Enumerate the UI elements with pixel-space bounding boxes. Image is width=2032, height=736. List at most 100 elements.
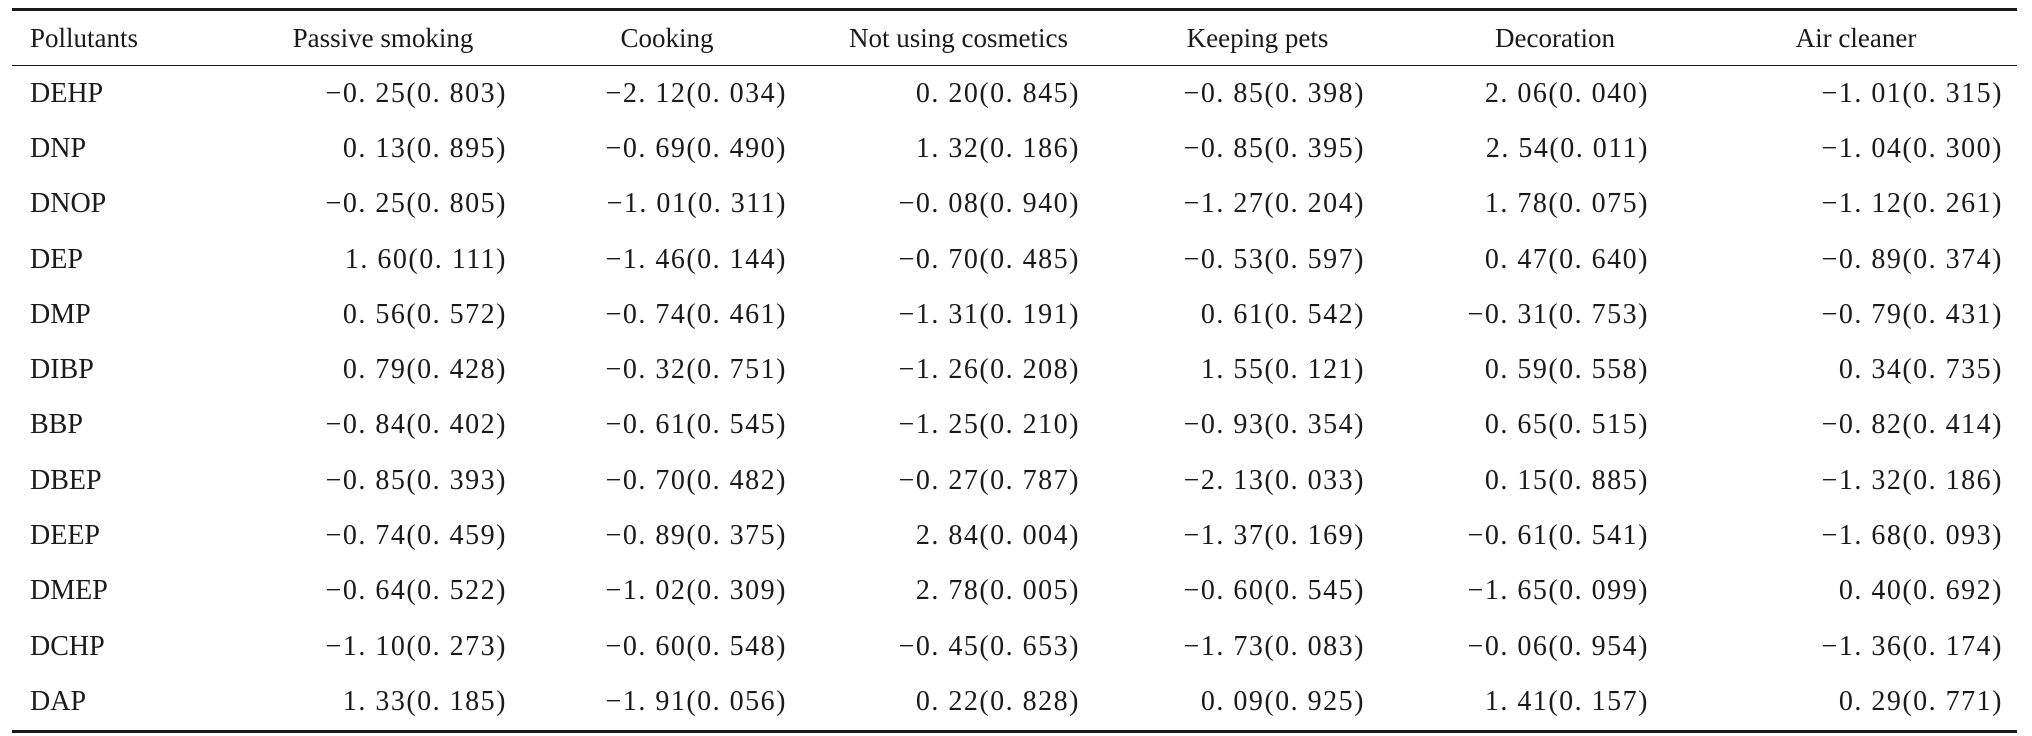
table-row: BBP −0. 84(0. 402) −0. 61(0. 545) −1. 25(0.… — [12, 398, 2017, 453]
air-cleaner-value: −1. 12(0. 261) — [1821, 188, 2003, 220]
not-using-cosmetics-value: 0. 20(0. 845) — [915, 77, 1080, 109]
air-cleaner-value: −0. 82(0. 414) — [1821, 409, 2003, 441]
cooking-value: −0. 74(0. 461) — [605, 298, 787, 330]
header-pollutants: Pollutants — [30, 22, 139, 53]
passive-smoking-value: −0. 25(0. 803) — [325, 77, 507, 109]
not-using-cosmetics-value: −1. 25(0. 210) — [898, 409, 1080, 441]
header-decoration: Decoration — [1495, 22, 1615, 53]
table-row: DMEP −0. 64(0. 522) −1. 02(0. 309) 2. 78(0.… — [12, 564, 2017, 619]
passive-smoking-value: −0. 85(0. 393) — [325, 464, 507, 496]
cooking-value: −0. 60(0. 548) — [605, 630, 787, 662]
passive-smoking-value: 1. 60(0. 111) — [344, 243, 507, 275]
header-cooking: Cooking — [620, 22, 714, 53]
passive-smoking-value: −0. 25(0. 805) — [325, 188, 507, 220]
decoration-value: −1. 65(0. 099) — [1467, 575, 1649, 607]
cooking-value: −2. 12(0. 034) — [605, 77, 787, 109]
header-keeping-pets: Keeping pets — [1186, 22, 1329, 53]
keeping-pets-value: −2. 13(0. 033) — [1183, 464, 1365, 496]
cooking-value: −1. 46(0. 144) — [605, 243, 787, 275]
decoration-value: 0. 15(0. 885) — [1484, 464, 1649, 496]
keeping-pets-value: −0. 85(0. 398) — [1183, 77, 1365, 109]
passive-smoking-value: 1. 33(0. 185) — [342, 685, 507, 717]
table-row: DNOP −0. 25(0. 805) −1. 01(0. 311) −0. 08(0… — [12, 177, 2017, 232]
not-using-cosmetics-value: −1. 26(0. 208) — [898, 354, 1080, 386]
table-row: DCHP −1. 10(0. 273) −0. 60(0. 548) −0. 45(0… — [12, 619, 2017, 674]
table-row: DMP 0. 56(0. 572) −0. 74(0. 461) −1. 31(0. … — [12, 287, 2017, 342]
cooking-value: −1. 02(0. 309) — [605, 575, 787, 607]
cooking-value: −0. 32(0. 751) — [605, 354, 787, 386]
cooking-value: −0. 61(0. 545) — [605, 409, 787, 441]
pollutant-name: DCHP — [30, 630, 105, 662]
pollutant-name: DMEP — [30, 575, 108, 607]
decoration-value: 1. 41(0. 157) — [1484, 685, 1649, 717]
keeping-pets-value: 0. 61(0. 542) — [1200, 298, 1365, 330]
keeping-pets-value: −0. 85(0. 395) — [1183, 132, 1365, 164]
not-using-cosmetics-value: 0. 22(0. 828) — [915, 685, 1080, 717]
keeping-pets-value: −0. 53(0. 597) — [1183, 243, 1365, 275]
not-using-cosmetics-value: −0. 45(0. 653) — [898, 630, 1080, 662]
header-passive-smoking: Passive smoking — [292, 22, 474, 53]
air-cleaner-value: 0. 29(0. 771) — [1838, 685, 2003, 717]
air-cleaner-value: −1. 04(0. 300) — [1821, 132, 2003, 164]
not-using-cosmetics-value: 2. 84(0. 004) — [915, 520, 1080, 552]
air-cleaner-value: −1. 68(0. 093) — [1821, 520, 2003, 552]
keeping-pets-value: −1. 37(0. 169) — [1183, 520, 1365, 552]
passive-smoking-value: −0. 84(0. 402) — [325, 409, 507, 441]
decoration-value: 2. 06(0. 040) — [1484, 77, 1649, 109]
passive-smoking-value: −1. 10(0. 273) — [325, 630, 507, 662]
passive-smoking-value: −0. 64(0. 522) — [325, 575, 507, 607]
pollutant-name: DAP — [30, 685, 87, 717]
table-row: DIBP 0. 79(0. 428) −0. 32(0. 751) −1. 26(0.… — [12, 342, 2017, 397]
not-using-cosmetics-value: −0. 08(0. 940) — [898, 188, 1080, 220]
passive-smoking-value: −0. 74(0. 459) — [325, 520, 507, 552]
not-using-cosmetics-value: −1. 31(0. 191) — [898, 298, 1080, 330]
decoration-value: 1. 78(0. 075) — [1484, 188, 1649, 220]
decoration-value: −0. 61(0. 541) — [1467, 520, 1649, 552]
pollutant-name: DNP — [30, 132, 87, 164]
table-row: DEEP −0. 74(0. 459) −0. 89(0. 375) 2. 84(0.… — [12, 508, 2017, 563]
cooking-value: −0. 69(0. 490) — [605, 132, 787, 164]
passive-smoking-value: 0. 13(0. 895) — [342, 132, 507, 164]
pollutant-name: DEEP — [30, 520, 100, 552]
pollutant-name: DBEP — [30, 464, 102, 496]
air-cleaner-value: −0. 89(0. 374) — [1821, 243, 2003, 275]
air-cleaner-value: −0. 79(0. 431) — [1821, 298, 2003, 330]
table-row: DNP 0. 13(0. 895) −0. 69(0. 490) 1. 32(0. 1… — [12, 121, 2017, 176]
header-air-cleaner: Air cleaner — [1795, 22, 1917, 53]
not-using-cosmetics-value: −0. 70(0. 485) — [898, 243, 1080, 275]
pollutant-name: DEHP — [30, 77, 104, 109]
keeping-pets-value: −1. 27(0. 204) — [1183, 188, 1365, 220]
cooking-value: −0. 70(0. 482) — [605, 464, 787, 496]
air-cleaner-value: −1. 01(0. 315) — [1821, 77, 2003, 109]
keeping-pets-value: −0. 60(0. 545) — [1183, 575, 1365, 607]
air-cleaner-value: 0. 34(0. 735) — [1838, 354, 2003, 386]
keeping-pets-value: −0. 93(0. 354) — [1183, 409, 1365, 441]
air-cleaner-value: 0. 40(0. 692) — [1838, 575, 2003, 607]
cooking-value: −0. 89(0. 375) — [605, 520, 787, 552]
decoration-value: 0. 65(0. 515) — [1484, 409, 1649, 441]
pollutant-name: DEP — [30, 243, 83, 275]
not-using-cosmetics-value: 2. 78(0. 005) — [915, 575, 1080, 607]
not-using-cosmetics-value: −0. 27(0. 787) — [898, 464, 1080, 496]
keeping-pets-value: 1. 55(0. 121) — [1200, 354, 1365, 386]
data-table-container: Pollutants Passive smoking Cooking Not u… — [12, 8, 2017, 733]
table-row: DAP 1. 33(0. 185) −1. 91(0. 056) 0. 22(0. 8… — [12, 674, 2017, 732]
pollutant-name: DMP — [30, 298, 91, 330]
table-row: DBEP −0. 85(0. 393) −0. 70(0. 482) −0. 27(0… — [12, 453, 2017, 508]
passive-smoking-value: 0. 79(0. 428) — [342, 354, 507, 386]
keeping-pets-value: −1. 73(0. 083) — [1183, 630, 1365, 662]
pollutant-name: BBP — [30, 409, 83, 441]
pollutants-table: Pollutants Passive smoking Cooking Not u… — [12, 8, 2017, 733]
passive-smoking-value: 0. 56(0. 572) — [342, 298, 507, 330]
table-header: Pollutants Passive smoking Cooking Not u… — [12, 9, 2017, 66]
pollutant-name: DNOP — [30, 188, 107, 220]
header-not-using-cosmetics: Not using cosmetics — [849, 22, 1068, 53]
cooking-value: −1. 01(0. 311) — [606, 188, 787, 220]
table-row: DEHP −0. 25(0. 803) −2. 12(0. 034) 0. 20(0.… — [12, 66, 2017, 122]
header-row: Pollutants Passive smoking Cooking Not u… — [12, 9, 2017, 66]
keeping-pets-value: 0. 09(0. 925) — [1200, 685, 1365, 717]
decoration-value: 0. 59(0. 558) — [1484, 354, 1649, 386]
cooking-value: −1. 91(0. 056) — [605, 685, 787, 717]
decoration-value: 2. 54(0. 011) — [1485, 132, 1649, 164]
not-using-cosmetics-value: 1. 32(0. 186) — [915, 132, 1080, 164]
